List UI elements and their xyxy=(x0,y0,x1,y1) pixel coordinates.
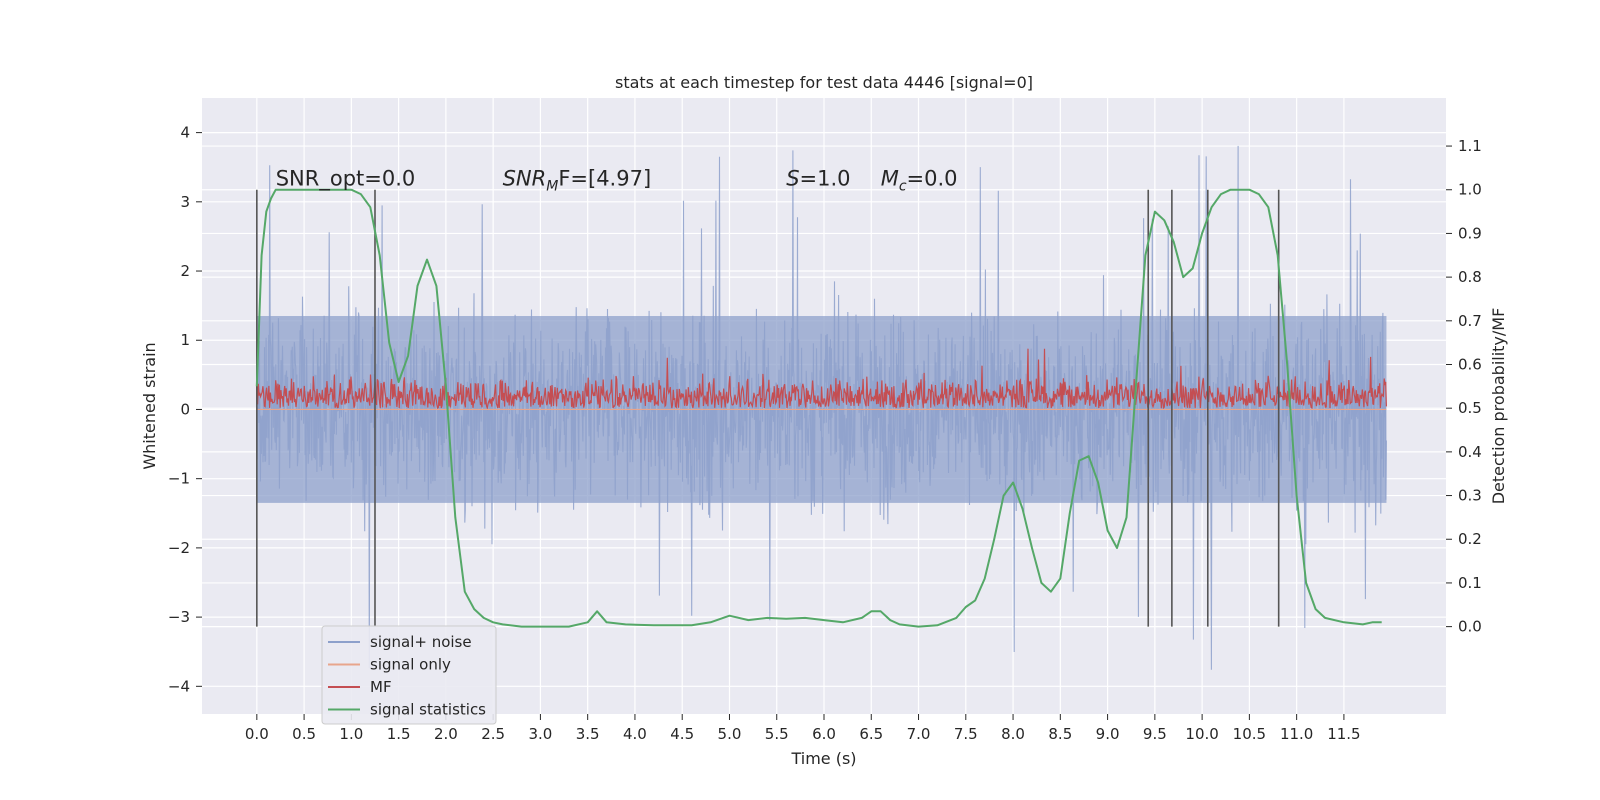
annotation-symbol: SNR xyxy=(503,166,547,190)
x-tick-label: 0.0 xyxy=(245,725,269,743)
annotation-symbol: S xyxy=(786,166,799,190)
x-tick-label: 6.5 xyxy=(859,725,883,743)
y-right-tick-label: 0.8 xyxy=(1458,268,1482,286)
x-tick-label: 5.0 xyxy=(718,725,742,743)
annotation-subscript: M xyxy=(546,178,558,194)
y-left-tick-label: −4 xyxy=(168,677,190,695)
y-right-tick-label: 0.7 xyxy=(1458,312,1482,330)
y-right-tick-label: 0.6 xyxy=(1458,355,1482,373)
x-tick-label: 0.5 xyxy=(292,725,316,743)
x-tick-label: 11.0 xyxy=(1280,725,1313,743)
x-tick-label: 9.5 xyxy=(1143,725,1167,743)
legend: signal+ noise signal only MF signal statist… xyxy=(321,625,497,725)
y-right-tick-label: 0.3 xyxy=(1458,487,1482,505)
y-left-tick-label: 0 xyxy=(180,400,190,418)
y-axis-left-label: Whitened strain xyxy=(140,342,159,469)
x-tick-label: 2.5 xyxy=(481,725,505,743)
annotation-1: SNRMF=[4.97] xyxy=(503,166,652,194)
y-right-tick-label: 0.5 xyxy=(1458,399,1482,417)
legend-label: signal statistics xyxy=(370,701,486,719)
series-signal-statistics xyxy=(255,188,1382,628)
legend-label: MF xyxy=(370,678,392,696)
annotation-value: =0.0 xyxy=(907,166,958,190)
y-left-tick-label: 2 xyxy=(180,262,190,280)
x-tick-label: 10.5 xyxy=(1233,725,1266,743)
x-tick-label: 1.0 xyxy=(339,725,363,743)
signal-statistics-trace xyxy=(255,188,1382,628)
y-right-tick-label: 0.2 xyxy=(1458,530,1482,548)
y-right-tick-label: 0.0 xyxy=(1458,618,1482,636)
annotation-2: S=1.0 xyxy=(786,166,850,190)
legend-label: signal+ noise xyxy=(370,633,472,651)
x-tick-label: 3.5 xyxy=(576,725,600,743)
x-tick-label: 4.0 xyxy=(623,725,647,743)
y-left-tick-label: −2 xyxy=(168,539,190,557)
y-right-tick-label: 0.9 xyxy=(1458,224,1482,242)
x-tick-label: 3.0 xyxy=(528,725,552,743)
axes: 0.0 0.5 1.0 1.5 2.0 2.5 3.0 3.5 4.0 4.5 5.0 5.5 6.0 6… xyxy=(168,124,1482,743)
y-left-tick-label: 4 xyxy=(180,124,190,142)
annotation-value: SNR_opt=0.0 xyxy=(276,166,416,191)
legend-box xyxy=(321,625,497,725)
y-left-tick-label: −3 xyxy=(168,608,190,626)
x-tick-label: 5.5 xyxy=(765,725,789,743)
x-axis-label: Time (s) xyxy=(790,749,856,768)
annotation-value: =1.0 xyxy=(800,166,851,190)
x-tick-label: 10.0 xyxy=(1185,725,1218,743)
x-tick-label: 8.0 xyxy=(1001,725,1025,743)
annotation-0: SNR_opt=0.0 xyxy=(276,166,416,191)
y-right-tick-label: 0.1 xyxy=(1458,574,1482,592)
annotation-subscript: c xyxy=(899,178,907,194)
x-tick-label: 11.5 xyxy=(1327,725,1360,743)
annotation-value: F=[4.97] xyxy=(558,166,651,190)
annotation-3: Mc=0.0 xyxy=(881,166,958,194)
legend-label: signal only xyxy=(370,656,451,674)
x-tick-label: 7.0 xyxy=(907,725,931,743)
x-tick-label: 1.5 xyxy=(387,725,411,743)
x-tick-label: 2.0 xyxy=(434,725,458,743)
y-right-tick-label: 1.1 xyxy=(1458,137,1482,155)
x-tick-label: 9.0 xyxy=(1096,725,1120,743)
annotation-symbol: M xyxy=(881,166,899,190)
y-left-tick-label: 1 xyxy=(180,331,190,349)
y-left-tick-label: −1 xyxy=(168,470,190,488)
annotations: SNR_opt=0.0 SNRMF=[4.97] S=1.0 Mc=0.0 xyxy=(276,166,958,194)
chart-title: stats at each timestep for test data 444… xyxy=(615,73,1033,92)
y-right-tick-label: 1.0 xyxy=(1458,181,1482,199)
vertical-markers xyxy=(256,189,1280,627)
y-right-tick-label: 0.4 xyxy=(1458,443,1482,461)
x-tick-label: 7.5 xyxy=(954,725,978,743)
x-tick-label: 8.5 xyxy=(1048,725,1072,743)
y-left-tick-label: 3 xyxy=(180,193,190,211)
y-axis-right-label: Detection probability/MF xyxy=(1489,308,1508,505)
x-tick-label: 6.0 xyxy=(812,725,836,743)
x-tick-label: 4.5 xyxy=(670,725,694,743)
